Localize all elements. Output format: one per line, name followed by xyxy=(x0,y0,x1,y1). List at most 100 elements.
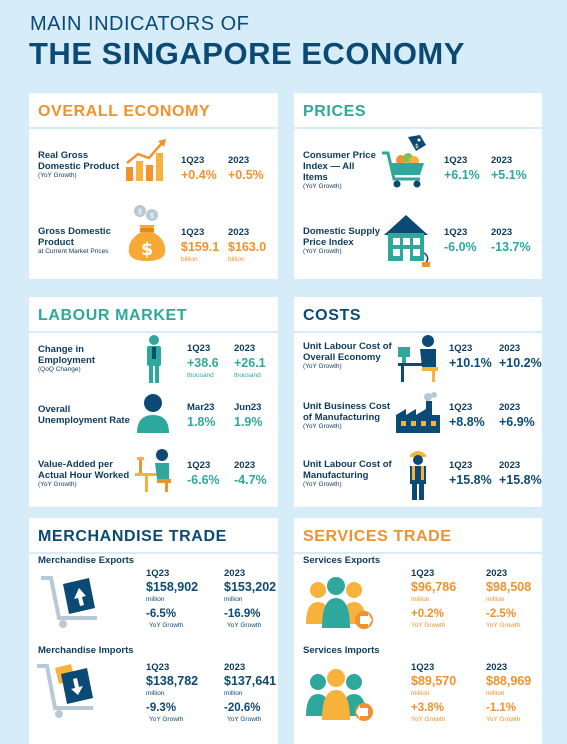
merch-exports-label: Merchandise Exports xyxy=(38,555,135,566)
merch-exp-growth-2: -16.9% xyxy=(224,608,261,620)
merch-exp-growth-label-2: YoY Growth xyxy=(227,622,262,629)
value-added-label: Value-Added per Actual Hour Worked (YoY … xyxy=(38,459,130,488)
merch-exp-period-1: 1Q23 xyxy=(146,568,170,579)
merch-exp-value-2: $153,202 xyxy=(224,580,277,594)
svc-imp-period-1: 1Q23 xyxy=(411,662,435,673)
unemp-value-2: 1.9% xyxy=(234,415,263,429)
svc-imp-value-2: $88,969 xyxy=(486,674,532,688)
cpi-value-1: +6.1% xyxy=(444,168,480,182)
services-exports-label: Services Exports xyxy=(303,555,381,566)
ulc-label: Unit Labour Cost of Overall Economy (YoY… xyxy=(303,341,392,370)
cpi-period-2: 2023 xyxy=(491,155,513,166)
merch-imp-unit-2: million xyxy=(224,690,243,697)
merch-imp-growth-label-2: YoY Growth xyxy=(227,716,262,723)
worker-standing-icon xyxy=(142,335,166,385)
merch-imp-unit-1: million xyxy=(146,690,165,697)
import-trolley-icon xyxy=(33,660,97,720)
desk-worker-icon xyxy=(135,447,175,493)
svg-text:$: $ xyxy=(141,239,154,260)
merch-imp-period-1: 1Q23 xyxy=(146,662,170,673)
svc-imp-value-1: $89,570 xyxy=(411,674,457,688)
ngdp-unit-1: billion xyxy=(181,256,198,263)
cpi-value-2: +5.1% xyxy=(491,168,527,182)
svg-text:$: $ xyxy=(149,211,154,220)
prices-panel: PRICES Consumer Price Index — All Items … xyxy=(294,93,542,279)
cpi-label: Consumer Price Index — All Items (YoY Gr… xyxy=(303,150,376,190)
va-value-1: -6.6% xyxy=(187,473,220,487)
svc-imp-unit-1: million xyxy=(411,690,430,697)
ngdp-unit-2: billion xyxy=(228,256,245,263)
ulcm-value-1: +15.8% xyxy=(449,473,492,487)
svc-exp-period-1: 1Q23 xyxy=(411,568,435,579)
ulcm-label: Unit Labour Cost of Manufacturing (YoY G… xyxy=(303,459,392,488)
emp-period-1: 1Q23 xyxy=(187,343,211,354)
svc-exp-value-2: $98,508 xyxy=(486,580,532,594)
ubc-value-1: +8.8% xyxy=(449,415,485,429)
svc-imp-period-2: 2023 xyxy=(486,662,508,673)
va-value-2: -4.7% xyxy=(234,473,267,487)
svc-exp-growth-label-1: YoY Growth xyxy=(411,622,446,629)
factory-worker-icon xyxy=(405,449,431,501)
svc-exp-value-1: $96,786 xyxy=(411,580,457,594)
page-title: THE SINGAPORE ECONOMY xyxy=(29,36,465,71)
merch-imports-label: Merchandise Imports xyxy=(38,645,134,656)
svg-text:$: $ xyxy=(137,207,142,216)
ulcm-period-2: 2023 xyxy=(499,460,521,471)
svc-imp-unit-2: million xyxy=(486,690,505,697)
overall-economy-panel: OVERALL ECONOMY Real Gross Domestic Prod… xyxy=(29,93,278,279)
merch-imp-value-1: $138,782 xyxy=(146,674,199,688)
merch-imp-period-2: 2023 xyxy=(224,662,246,673)
real-gdp-label: Real Gross Domestic Product (YoY Growth) xyxy=(38,150,120,179)
svc-exp-growth-label-2: YoY Growth xyxy=(486,622,521,629)
unemp-value-1: 1.8% xyxy=(187,415,216,429)
ulcm-period-1: 1Q23 xyxy=(449,460,473,471)
dspi-period-1: 1Q23 xyxy=(444,227,468,238)
ngdp-value-1: $159.1 xyxy=(181,240,220,254)
emp-unit-1: thousand xyxy=(187,372,214,379)
labour-market-panel: LABOUR MARKET Change in Employment (QoQ … xyxy=(29,297,278,507)
dspi-label: Domestic Supply Price Index (YoY Growth) xyxy=(303,226,381,255)
overall-economy-title: OVERALL ECONOMY xyxy=(38,103,211,120)
svc-imp-growth-1: +3.8% xyxy=(411,702,444,714)
services-trade-title: SERVICES TRADE xyxy=(303,528,452,545)
dspi-value-2: -13.7% xyxy=(491,240,531,254)
merch-imp-growth-1: -9.3% xyxy=(146,702,177,714)
merch-exp-growth-1: -6.5% xyxy=(146,608,177,620)
emp-period-2: 2023 xyxy=(234,343,256,354)
svc-exp-period-2: 2023 xyxy=(486,568,508,579)
costs-title: COSTS xyxy=(303,307,362,324)
prices-title: PRICES xyxy=(303,103,367,120)
office-worker-icon xyxy=(398,333,442,383)
factory-icon xyxy=(394,391,442,435)
ulc-period-1: 1Q23 xyxy=(449,343,473,354)
gdp-period-2: 2023 xyxy=(228,155,250,166)
ngdp-period-1: 1Q23 xyxy=(181,227,205,238)
svc-exp-growth-1: +0.2% xyxy=(411,608,444,620)
merch-exp-period-2: 2023 xyxy=(224,568,246,579)
ulcm-value-2: +15.8% xyxy=(499,473,542,487)
svc-imp-growth-2: -1.1% xyxy=(486,702,517,714)
nominal-gdp-label: Gross Domestic Product at Current Market… xyxy=(38,226,111,255)
unemp-period-2: Jun23 xyxy=(234,402,262,413)
emp-value-1: +38.6 xyxy=(187,356,219,370)
svc-exp-unit-2: million xyxy=(486,596,505,603)
svg-text:$: $ xyxy=(415,143,419,150)
services-trade-panel: SERVICES TRADE Services Exports 1Q23 202… xyxy=(294,518,542,744)
merch-exp-value-1: $158,902 xyxy=(146,580,199,594)
house-plug-icon xyxy=(382,213,432,269)
merch-imp-growth-label-1: YoY Growth xyxy=(149,716,184,723)
ngdp-value-2: $163.0 xyxy=(228,240,267,254)
emp-value-2: +26.1 xyxy=(234,356,266,370)
merch-imp-value-2: $137,641 xyxy=(224,674,277,688)
costs-panel: COSTS Unit Labour Cost of Overall Econom… xyxy=(294,297,542,507)
header-line1: MAIN INDICATORS OF xyxy=(30,13,250,35)
employment-label: Change in Employment (QoQ Change) xyxy=(38,344,96,373)
ubc-period-1: 1Q23 xyxy=(449,402,473,413)
export-people-icon xyxy=(302,576,382,632)
money-bag-icon: $ $ $ xyxy=(123,203,171,263)
merchandise-trade-panel: MERCHANDISE TRADE Merchandise Exports 1Q… xyxy=(29,518,278,744)
growth-chart-icon xyxy=(123,137,171,183)
ubc-label: Unit Business Cost of Manufacturing (YoY… xyxy=(303,401,391,430)
ulc-value-2: +10.2% xyxy=(499,356,542,370)
svc-exp-growth-2: -2.5% xyxy=(486,608,517,620)
